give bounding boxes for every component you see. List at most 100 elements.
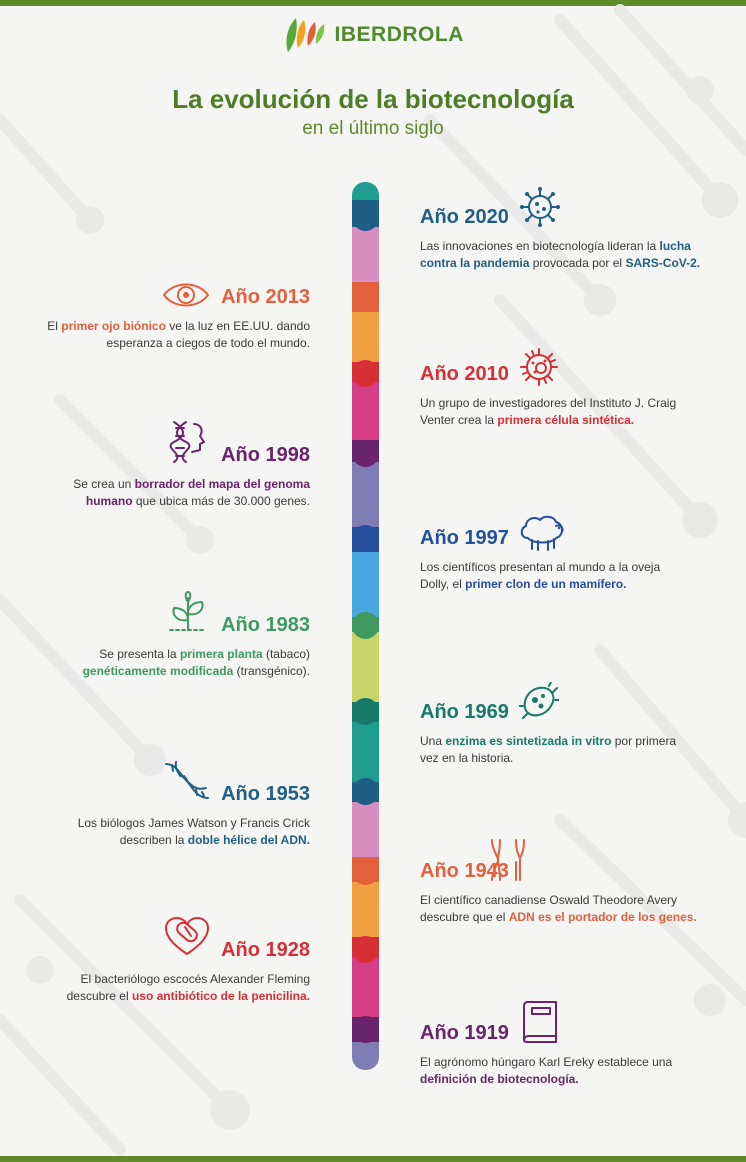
timeline-dot (352, 936, 379, 963)
entry-highlight: SARS-CoV-2. (625, 256, 701, 270)
entry-highlight: primera célula sintética. (497, 413, 635, 427)
timeline-segment (352, 882, 379, 937)
timeline-segment (352, 802, 379, 857)
page-title: La evolución de la biotecnología (172, 84, 574, 114)
timeline-segment (352, 552, 379, 617)
entry-text: Un grupo de investigadores del Instituto… (420, 396, 677, 427)
timeline-dot (352, 612, 379, 639)
entry-text: (tabaco) (262, 647, 310, 661)
entry-text: Las innovaciones en biotecnología lidera… (420, 239, 660, 253)
timeline-entry: Año 1969 Una enzima es sintetizada in vit… (420, 695, 690, 767)
entry-year: Año 1998 (221, 444, 310, 466)
enzyme-icon (518, 681, 560, 727)
entry-description: Las innovaciones en biotecnología lidera… (420, 238, 720, 272)
entry-highlight: uso antibiótico de la penicilina. (131, 989, 310, 1003)
entry-text: que ubica más de 30.000 genes. (132, 494, 310, 508)
page-subtitle: en el último siglo (302, 118, 444, 139)
entry-text: El bacteriólogo escocés Alexander Flemin… (66, 972, 310, 1003)
entry-text: Se crea un (73, 477, 135, 491)
cell-icon (518, 346, 560, 393)
timeline-segment (352, 382, 379, 440)
entry-description: El agrónomo húngaro Karl Ereky establece… (420, 1054, 700, 1088)
timeline-segment (352, 722, 379, 782)
timeline-segment (352, 227, 379, 282)
entry-highlight: primer ojo biónico (61, 319, 166, 333)
entry-description: El primer ojo biónico ve la luz en EE.UU… (40, 318, 310, 352)
timeline-dot (352, 282, 379, 309)
timeline-dot (352, 698, 379, 725)
entry-text: El agrónomo húngaro Karl Ereky establece… (420, 1055, 673, 1069)
entry-description: Un grupo de investigadores del Instituto… (420, 395, 710, 429)
book-icon (520, 1000, 560, 1049)
entry-year: Año 1943 (420, 860, 509, 882)
entry-year: Año 1928 (221, 939, 310, 961)
timeline-segment (352, 632, 379, 702)
plant-icon (166, 590, 210, 639)
leaf-logo-icon (286, 18, 325, 52)
timeline-entry: Año 1919 El agrónomo húngaro Karl Ereky e… (420, 1016, 700, 1088)
entry-highlight: borrador del mapa del genoma humano (85, 477, 310, 508)
timeline-dot (352, 440, 379, 467)
entry-description: Los biólogos James Watson y Francis Cric… (40, 815, 310, 849)
genome-icon (168, 420, 208, 469)
entry-year: Año 1953 (221, 783, 310, 805)
sheep-icon (516, 512, 566, 557)
entry-description: Se presenta la primera planta (tabaco) g… (40, 646, 310, 680)
brand-logo: IBERDROLA (0, 16, 746, 56)
timeline-segment (352, 1042, 379, 1070)
entry-description: Los científicos presentan al mundo a la … (420, 559, 680, 593)
timeline-entry: Año 2020 Las innovaciones en biotecnologí… (420, 200, 720, 272)
entry-year: Año 1969 (420, 701, 509, 723)
pill-icon (164, 916, 210, 961)
entry-year: Año 2010 (420, 363, 509, 385)
timeline-dot (352, 204, 379, 231)
timeline-entry: Año 1997 Los científicos presentan al mun… (420, 521, 680, 593)
timeline-dot (352, 858, 379, 885)
entry-year: Año 1919 (420, 1022, 509, 1044)
dna-icon (164, 760, 210, 807)
timeline-segment (352, 462, 379, 527)
entry-highlight: definición de biotecnología. (420, 1072, 579, 1086)
entry-highlight: genéticamente modificada (82, 664, 234, 678)
timeline-dot (352, 360, 379, 387)
entry-year: Año 1997 (420, 527, 509, 549)
entry-highlight: enzima es sintetizada in vitro (445, 734, 612, 748)
entry-text: por primera vez en la historia. (420, 734, 677, 765)
timeline-segment (352, 182, 379, 200)
chromosome-icon (488, 838, 528, 887)
entry-description: El bacteriólogo escocés Alexander Flemin… (40, 971, 310, 1005)
virus-icon (518, 185, 562, 234)
entry-highlight: ADN es el portador de los genes. (508, 910, 697, 924)
bottom-bar (0, 1156, 746, 1162)
entry-text: El (47, 319, 62, 333)
entry-text: Los biólogos James Watson y Francis Cric… (77, 816, 310, 847)
entry-highlight: doble hélice del ADN. (187, 833, 310, 847)
entry-text: provocada por el (529, 256, 626, 270)
timeline-entry: Año 1998 Se crea un borrador del mapa del… (40, 438, 310, 510)
eye-icon (162, 280, 210, 315)
entry-text: Se presenta la (99, 647, 180, 661)
timeline-entry: Año 1928 El bacteriólogo escocés Alexande… (40, 933, 310, 1005)
entry-text: ve la luz en EE.UU. dando esperanza a ci… (106, 319, 310, 350)
timeline-segment (352, 957, 379, 1017)
timeline-entry: Año 2013 El primer ojo biónico ve la luz … (40, 280, 310, 352)
entry-text: Los científicos presentan al mundo a la … (420, 560, 661, 591)
entry-text: El científico canadiense Oswald Theodore… (420, 893, 678, 924)
entry-text: (transgénico). (233, 664, 310, 678)
entry-year: Año 2020 (420, 206, 509, 228)
timeline-entry: Año 1983 Se presenta la primera planta (t… (40, 608, 310, 680)
brand-name: IBERDROLA (334, 23, 464, 46)
entry-year: Año 2013 (221, 286, 310, 308)
timeline-entry: Año 2010 Un grupo de investigadores del I… (420, 357, 710, 429)
timeline-segment (352, 312, 379, 362)
timeline-entry: Año 1943 El científico canadiense Oswald … (420, 854, 710, 926)
entry-highlight: lucha contra la pandemia (420, 239, 691, 270)
entry-description: El científico canadiense Oswald Theodore… (420, 892, 710, 926)
timeline-dot (352, 525, 379, 552)
entry-highlight: primer clon de un mamífero. (465, 577, 627, 591)
entry-highlight: primera planta (179, 647, 263, 661)
entry-description: Se crea un borrador del mapa del genoma … (40, 476, 310, 510)
timeline-spine (352, 182, 379, 1070)
top-bar (0, 0, 746, 6)
